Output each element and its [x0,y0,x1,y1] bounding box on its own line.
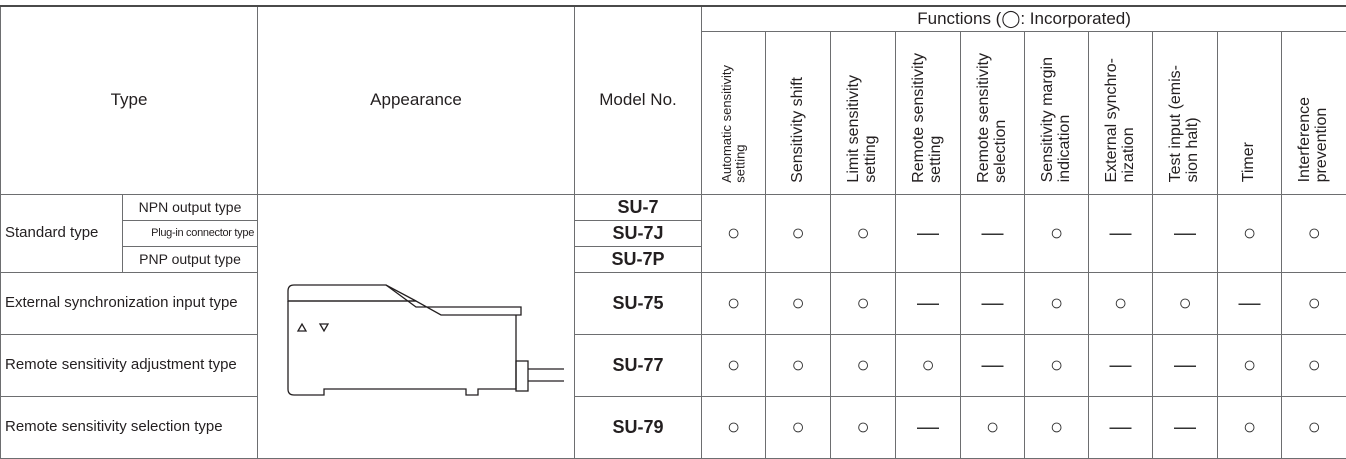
function-mark: ○ [896,334,961,396]
function-label: Remote sensitivity setting [911,53,945,183]
model-cell: SU-79 [575,396,702,458]
function-mark: ○ [1282,396,1346,458]
subtype-cell: NPN output type [123,194,258,220]
subtype-cell: Plug-in connector type [123,220,258,246]
function-header: Remote sensitivity selection [961,31,1025,194]
function-header: Automatic sensitivity setting [702,31,766,194]
function-mark: ○ [1282,194,1346,272]
function-mark: ○ [766,272,831,334]
function-label: Automatic sensitivity setting [720,65,747,183]
functions-group-header: Functions (◯: Incorporated) [702,6,1346,31]
function-mark: ○ [1025,272,1089,334]
function-mark: — [1153,194,1218,272]
function-mark: — [896,194,961,272]
function-header: Interference prevention [1282,31,1346,194]
subtype-cell: PNP output type [123,246,258,272]
function-mark: ○ [831,272,896,334]
model-header: Model No. [575,6,702,194]
function-mark: ○ [1089,272,1153,334]
function-mark: ○ [1282,272,1346,334]
type-cell: Standard type [1,194,123,272]
function-header: External synchro- nization [1089,31,1153,194]
function-mark: ○ [702,194,766,272]
function-mark: ○ [1218,396,1282,458]
function-mark: ○ [1025,194,1089,272]
function-header: Sensitivity margin indication [1025,31,1089,194]
data-row: External synchronization input type SU-75… [1,272,1346,334]
function-mark: ○ [1218,334,1282,396]
function-label: Test input (emis- sion halt) [1168,65,1202,182]
function-mark: ○ [1025,334,1089,396]
function-label: Interference prevention [1297,97,1331,182]
function-mark: — [961,334,1025,396]
function-label: Sensitivity shift [790,77,807,183]
appearance-cell [258,194,575,458]
model-cell: SU-77 [575,334,702,396]
function-label: Timer [1241,142,1258,182]
function-mark: ○ [766,334,831,396]
function-mark: — [896,272,961,334]
function-mark: ○ [961,396,1025,458]
function-header: Sensitivity shift [766,31,831,194]
function-mark: — [896,396,961,458]
function-mark: — [1153,396,1218,458]
function-mark: ○ [1153,272,1218,334]
function-mark: ○ [1025,396,1089,458]
function-header: Remote sensitivity setting [896,31,961,194]
function-mark: ○ [831,194,896,272]
function-header: Timer [1218,31,1282,194]
type-cell: Remote sensitivity selection type [1,396,258,458]
type-header: Type [1,6,258,194]
function-header: Limit sensitivity setting [831,31,896,194]
function-mark: — [1153,334,1218,396]
function-mark: — [961,194,1025,272]
function-header: Test input (emis- sion halt) [1153,31,1218,194]
type-cell: Remote sensitivity adjustment type [1,334,258,396]
function-mark: ○ [702,396,766,458]
function-mark: — [1089,396,1153,458]
function-mark: ○ [831,396,896,458]
appearance-header: Appearance [258,6,575,194]
model-cell: SU-7 [575,194,702,220]
function-mark: ○ [702,272,766,334]
model-cell: SU-7J [575,220,702,246]
model-cell: SU-7P [575,246,702,272]
function-mark: — [961,272,1025,334]
model-cell: SU-75 [575,272,702,334]
function-mark: — [1089,194,1153,272]
function-label: Remote sensitivity selection [976,53,1010,183]
function-mark: ○ [831,334,896,396]
function-mark: ○ [766,194,831,272]
function-mark: ○ [1282,334,1346,396]
function-mark: ○ [1218,194,1282,272]
function-mark: ○ [702,334,766,396]
sensor-drawing [266,249,566,399]
type-cell: External synchronization input type [1,272,258,334]
function-mark: ○ [766,396,831,458]
function-mark: — [1218,272,1282,334]
function-mark: — [1089,334,1153,396]
function-label: Sensitivity margin indication [1040,57,1074,182]
function-label: External synchro- nization [1104,58,1138,183]
function-label: Limit sensitivity setting [846,75,880,183]
